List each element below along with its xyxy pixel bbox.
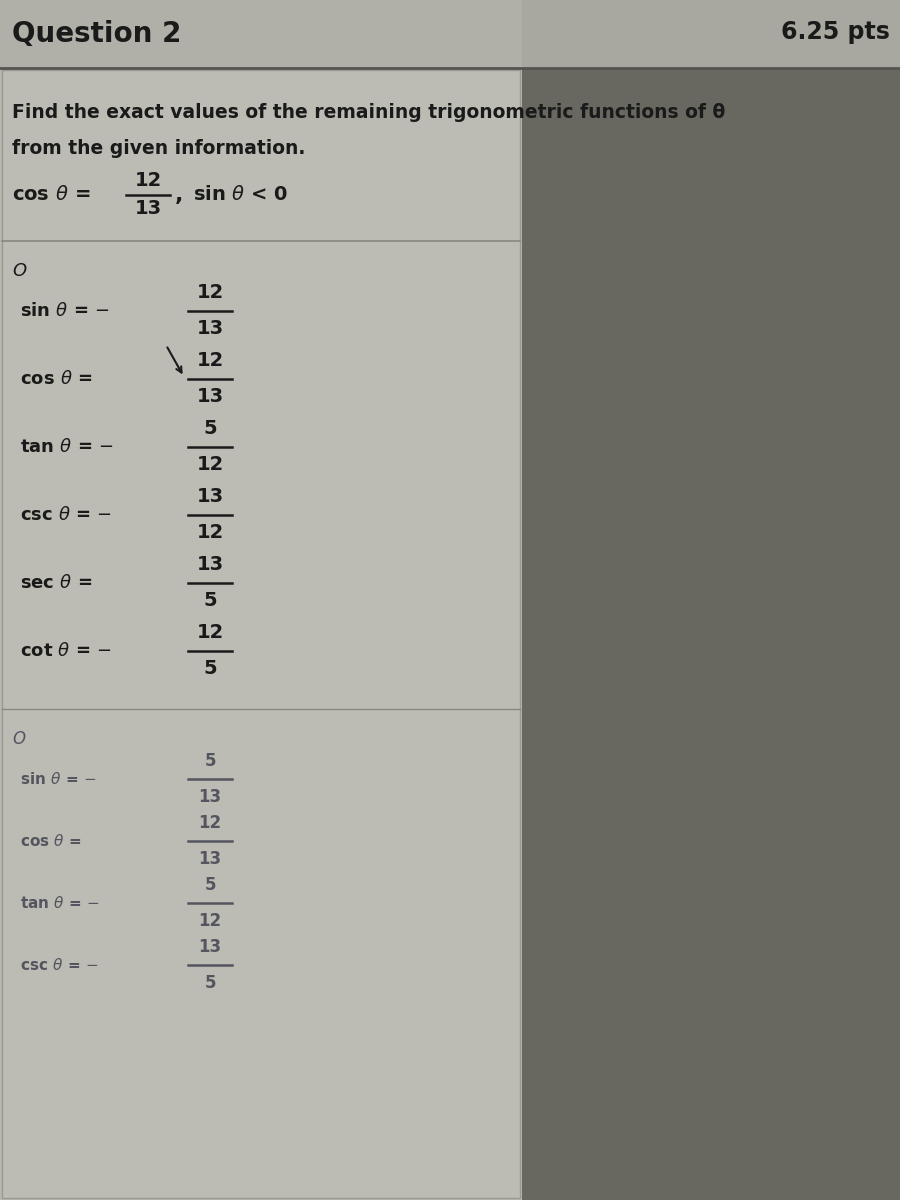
Text: from the given information.: from the given information. xyxy=(12,138,305,157)
Text: sin $\theta$ < 0: sin $\theta$ < 0 xyxy=(193,186,288,204)
Text: 13: 13 xyxy=(196,556,223,575)
Text: 12: 12 xyxy=(198,814,221,832)
Text: 5: 5 xyxy=(204,752,216,770)
Bar xyxy=(0,0,522,68)
Text: 13: 13 xyxy=(196,388,223,407)
Text: tan $\theta$ = $-$: tan $\theta$ = $-$ xyxy=(20,895,100,911)
Text: 13: 13 xyxy=(198,788,221,806)
Text: 12: 12 xyxy=(198,912,221,930)
Text: Find the exact values of the remaining trigonometric functions of θ: Find the exact values of the remaining t… xyxy=(12,103,725,122)
Text: cos $\theta$ =: cos $\theta$ = xyxy=(20,370,93,388)
Text: 12: 12 xyxy=(196,624,223,642)
Text: csc $\theta$ = $-$: csc $\theta$ = $-$ xyxy=(20,958,98,973)
Text: sin $\theta$ = $-$: sin $\theta$ = $-$ xyxy=(20,770,96,787)
Text: sec $\theta$ =: sec $\theta$ = xyxy=(20,574,93,592)
Text: Question 2: Question 2 xyxy=(12,20,182,48)
Text: 12: 12 xyxy=(196,523,223,542)
Text: 6.25 pts: 6.25 pts xyxy=(781,20,890,44)
Text: 5: 5 xyxy=(203,592,217,611)
Text: ,: , xyxy=(175,185,184,205)
Text: 5: 5 xyxy=(203,420,217,438)
Bar xyxy=(2,70,520,1198)
Text: cos $\theta$ =: cos $\theta$ = xyxy=(12,186,90,204)
Text: 13: 13 xyxy=(134,199,162,218)
Bar xyxy=(522,0,900,68)
Bar xyxy=(522,0,900,1200)
Text: O: O xyxy=(12,730,25,748)
Text: csc $\theta$ = $-$: csc $\theta$ = $-$ xyxy=(20,506,112,524)
Bar xyxy=(0,0,522,1200)
Text: 13: 13 xyxy=(196,487,223,506)
Text: O: O xyxy=(12,262,26,280)
Text: 12: 12 xyxy=(196,352,223,371)
Text: cot $\theta$ = $-$: cot $\theta$ = $-$ xyxy=(20,642,112,660)
Text: 5: 5 xyxy=(203,660,217,678)
Text: tan $\theta$ = $-$: tan $\theta$ = $-$ xyxy=(20,438,113,456)
Text: 5: 5 xyxy=(204,876,216,894)
Text: 12: 12 xyxy=(196,283,223,302)
Text: 13: 13 xyxy=(198,850,221,868)
Text: cos $\theta$ =: cos $\theta$ = xyxy=(20,833,82,850)
Text: 13: 13 xyxy=(198,938,221,956)
Text: 13: 13 xyxy=(196,319,223,338)
Text: sin $\theta$ = $-$: sin $\theta$ = $-$ xyxy=(20,302,110,320)
Text: 5: 5 xyxy=(204,974,216,992)
Text: 12: 12 xyxy=(196,456,223,474)
Text: 12: 12 xyxy=(134,172,162,191)
